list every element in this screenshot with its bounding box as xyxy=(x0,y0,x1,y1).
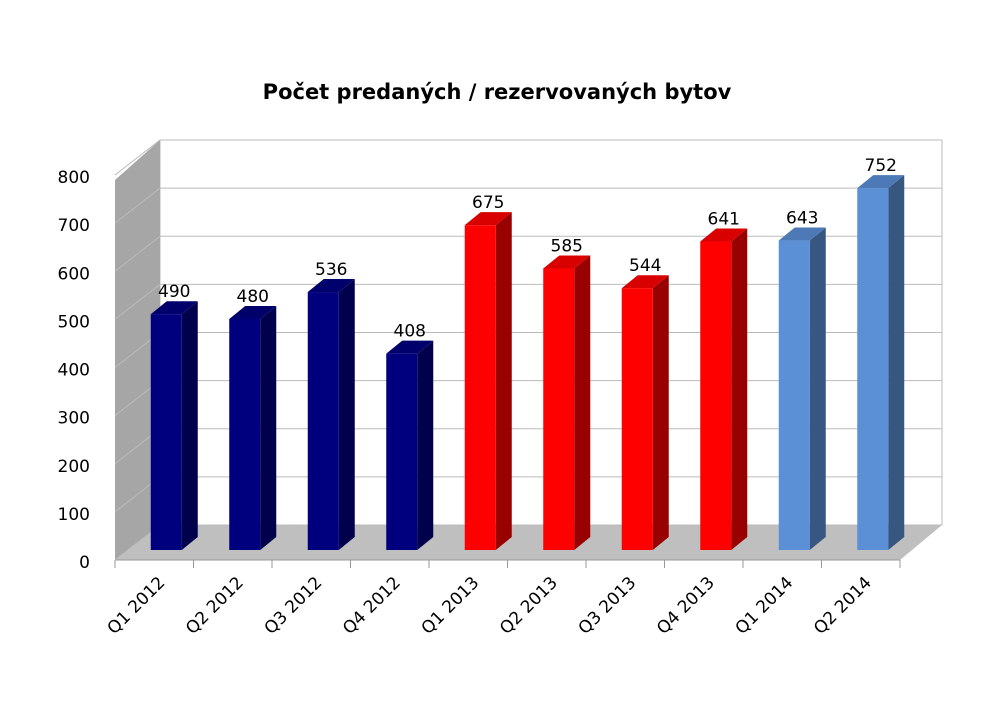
bar xyxy=(386,353,418,550)
x-tick-label: Q1 2014 xyxy=(732,573,798,639)
y-tick-label: 300 xyxy=(58,409,90,429)
chart-title: Počet predaných / rezervovaných bytov xyxy=(263,80,732,104)
grid-line xyxy=(114,139,161,176)
y-tick-label: 700 xyxy=(58,216,90,236)
bar-top xyxy=(700,228,748,242)
x-tick-label: Q4 2012 xyxy=(339,573,405,639)
y-tick-label: 100 xyxy=(58,505,90,525)
bar xyxy=(543,268,575,550)
bar-top xyxy=(464,212,512,226)
bar-top xyxy=(621,275,669,289)
x-tick-label: Q2 2012 xyxy=(182,573,248,639)
grid-line xyxy=(114,187,161,224)
bar-top xyxy=(543,255,591,269)
bar-side xyxy=(181,301,198,550)
data-label: 643 xyxy=(786,209,818,229)
bar xyxy=(857,188,889,550)
bar-top xyxy=(307,279,355,293)
bar xyxy=(778,240,810,550)
bar xyxy=(229,319,261,550)
y-tick-label: 400 xyxy=(58,361,90,381)
bar-top xyxy=(229,306,277,319)
x-tick-label: Q3 2012 xyxy=(261,573,327,639)
x-tick-label: Q3 2013 xyxy=(575,573,641,639)
x-tick-label: Q2 2014 xyxy=(810,573,876,639)
bar-side xyxy=(731,228,748,551)
y-tick-label: 500 xyxy=(58,312,90,332)
bar-side xyxy=(338,279,355,550)
grid-line xyxy=(114,235,161,272)
x-tick-label: Q2 2013 xyxy=(496,573,562,639)
bar xyxy=(464,225,496,550)
bar-side xyxy=(652,275,669,550)
data-label: 490 xyxy=(158,282,190,302)
bar-side xyxy=(809,227,826,550)
y-tick-label: 0 xyxy=(79,553,90,573)
bar-side xyxy=(574,255,591,550)
y-tick-label: 200 xyxy=(58,457,90,477)
bar-top xyxy=(857,175,905,189)
bar-top xyxy=(150,301,198,315)
bar-side xyxy=(260,306,277,550)
bar xyxy=(307,292,339,550)
data-label: 752 xyxy=(865,156,897,176)
bar-side xyxy=(417,340,434,550)
data-label: 675 xyxy=(472,193,504,213)
bar-side xyxy=(495,212,512,550)
bar-side xyxy=(888,175,905,550)
data-label: 641 xyxy=(708,210,740,230)
data-label: 536 xyxy=(315,260,347,280)
data-label: 480 xyxy=(237,287,269,307)
bar xyxy=(150,314,182,550)
bar-top xyxy=(778,227,826,241)
data-label: 585 xyxy=(551,236,583,256)
x-tick-label: Q4 2013 xyxy=(653,573,719,639)
grid-line xyxy=(114,283,161,320)
y-tick-label: 600 xyxy=(58,264,90,284)
data-label: 544 xyxy=(629,256,661,276)
x-tick-label: Q1 2012 xyxy=(104,573,170,639)
bar xyxy=(621,288,653,550)
bar xyxy=(700,241,732,551)
bar-top xyxy=(386,340,434,354)
x-tick-label: Q1 2013 xyxy=(418,573,484,639)
data-label: 408 xyxy=(394,322,426,342)
y-tick-label: 800 xyxy=(58,168,90,188)
